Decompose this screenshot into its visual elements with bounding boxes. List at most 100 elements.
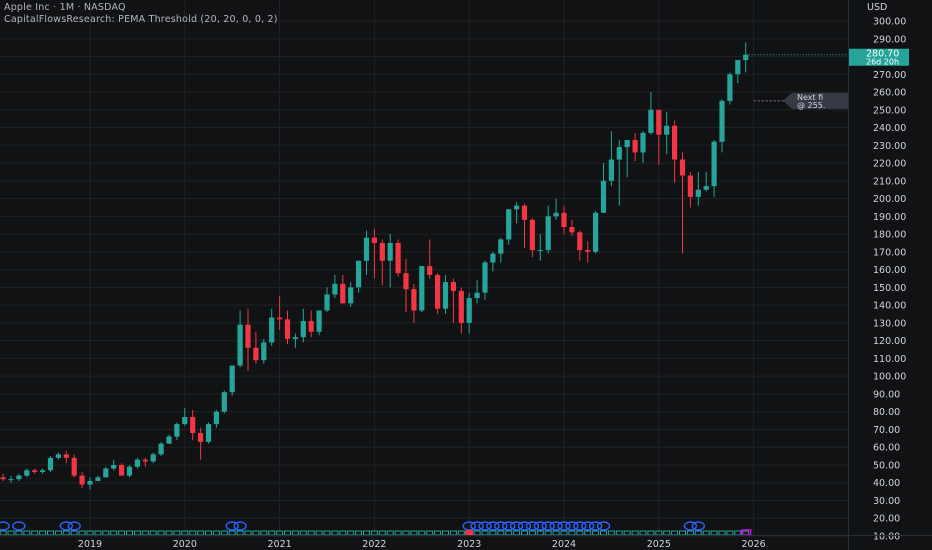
candle-body <box>648 109 654 133</box>
candle-body <box>198 433 204 442</box>
chart-legend: Apple Inc · 1M · NASDAQ CapitalFlowsRese… <box>4 2 278 26</box>
candle-body <box>111 464 117 469</box>
candle-body <box>8 479 14 481</box>
candle-body <box>711 141 717 187</box>
event-marker-icon <box>502 521 516 531</box>
event-marker-icon <box>691 521 705 531</box>
candle-body <box>427 266 433 275</box>
candle-body <box>71 457 77 476</box>
note-line2: @ 255. <box>797 101 825 110</box>
price-tick-label: 30.00 <box>873 496 900 507</box>
event-marker-icon <box>596 521 611 531</box>
candle-body <box>593 212 599 252</box>
candle-body <box>735 60 741 75</box>
earnings-marker-icon <box>465 530 474 535</box>
note-callout[interactable] <box>783 92 848 109</box>
candle-body <box>664 125 670 135</box>
candle-body <box>466 298 472 323</box>
event-marker-icon <box>517 521 532 531</box>
price-tick-label: 140.00 <box>873 301 906 312</box>
candle-body <box>435 274 441 309</box>
candle-body <box>537 250 543 252</box>
price-tick-label: 210.00 <box>873 176 906 187</box>
candle-body <box>55 454 61 458</box>
candle-body <box>521 205 528 220</box>
time-tick-label: 2021 <box>268 539 292 550</box>
event-marker-icon <box>573 521 587 531</box>
event-marker-icon <box>12 521 26 531</box>
candle-body <box>16 475 22 480</box>
event-marker-icon <box>565 521 579 531</box>
event-marker-icon <box>0 521 10 531</box>
price-tick-label: 130.00 <box>873 318 906 329</box>
price-tick-label: 170.00 <box>873 247 906 258</box>
candle-body <box>142 459 148 462</box>
currency-label[interactable]: USD <box>867 2 887 13</box>
candle-body <box>221 392 227 412</box>
indicator-title[interactable]: CapitalFlowsResearch: PEMA Threshold (20… <box>4 14 278 25</box>
candle-body <box>482 262 488 293</box>
candle-body <box>419 266 425 311</box>
time-tick-label: 2022 <box>362 539 386 550</box>
candle-body <box>340 283 346 304</box>
price-tick-label: 290.00 <box>873 34 906 45</box>
price-tick-label: 180.00 <box>873 230 906 241</box>
event-marker-icon <box>233 521 247 531</box>
candle-body <box>356 260 362 288</box>
candle-body <box>387 242 393 261</box>
price-tick-label: 50.00 <box>873 460 900 471</box>
candle-body <box>269 317 275 343</box>
candle-body <box>577 232 583 251</box>
candle-body <box>166 436 172 444</box>
candle-body <box>95 477 101 481</box>
candle-body <box>348 287 354 304</box>
event-marker-icon <box>494 521 508 531</box>
price-tick-label: 100.00 <box>873 372 906 383</box>
candle-body <box>237 324 243 366</box>
event-marker-icon <box>509 521 524 531</box>
candle-body <box>174 424 180 437</box>
candle-body <box>403 273 409 290</box>
price-tick-label: 250.00 <box>873 105 906 116</box>
symbol-title[interactable]: Apple Inc · 1M · NASDAQ <box>4 2 126 13</box>
time-tick-label: 2026 <box>742 539 766 550</box>
price-tick-label: 20.00 <box>873 514 900 525</box>
candle-body <box>545 216 551 251</box>
candle-body <box>616 147 622 160</box>
last-price-tag[interactable] <box>849 48 909 66</box>
event-marker-icon <box>225 521 239 531</box>
candle-body <box>624 139 630 148</box>
note-line1: Next fi <box>797 93 823 102</box>
time-tick-label: 2020 <box>173 539 197 550</box>
time-axis[interactable]: 2019 2020 2021 2022 2023 2024 2025 2026 <box>0 535 932 550</box>
candle-body <box>743 54 749 61</box>
candle-body <box>284 319 291 339</box>
price-tick-label: 300.00 <box>873 17 906 28</box>
candle-body <box>379 242 385 261</box>
price-tick-label: 160.00 <box>873 265 906 276</box>
price-axis[interactable]: 10.00 20.00 30.00 40.00 50.00 60.00 70.00 80.00… <box>848 0 907 550</box>
candle-body <box>703 186 709 190</box>
candles <box>0 42 749 490</box>
candle-body <box>87 480 93 485</box>
candle-body <box>600 180 607 213</box>
candle-body <box>150 454 156 462</box>
price-tick-label: 80.00 <box>873 407 900 418</box>
candle-body <box>292 337 298 339</box>
candle-body <box>458 290 464 323</box>
candle-body <box>253 347 259 361</box>
candle-body <box>695 189 701 197</box>
candle-body <box>277 317 283 320</box>
time-tick-label: 2019 <box>78 539 102 550</box>
price-tick-label: 200.00 <box>873 194 906 205</box>
candle-body <box>442 282 449 309</box>
event-marker-icon <box>470 521 484 531</box>
candle-body <box>63 454 69 458</box>
countdown-label: 26d 20h <box>866 58 899 67</box>
candle-body <box>450 282 456 291</box>
event-marker-icon <box>478 521 492 531</box>
candle-body <box>656 109 662 135</box>
candle-body <box>245 324 251 348</box>
